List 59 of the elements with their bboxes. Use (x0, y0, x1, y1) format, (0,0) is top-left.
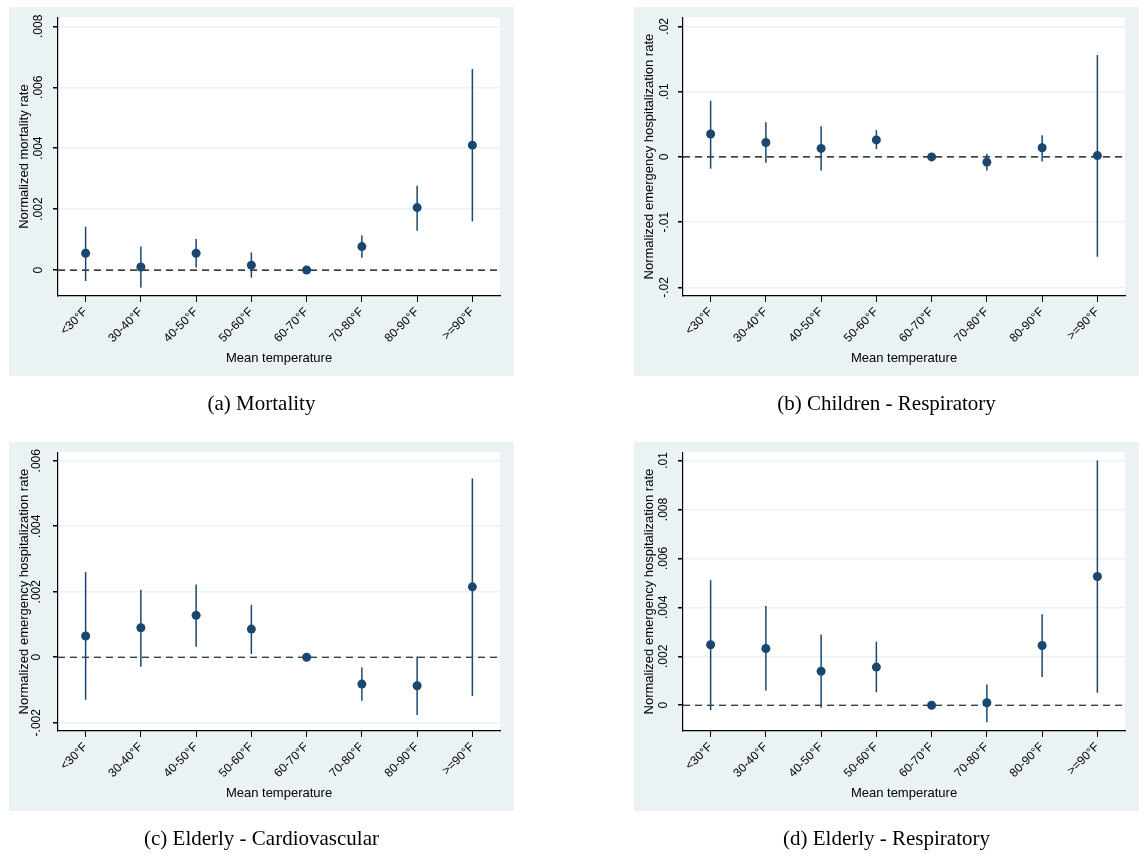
point (191, 610, 201, 620)
point (927, 700, 937, 710)
text: (b) Children - Respiratory (776, 391, 997, 416)
point (1092, 151, 1102, 161)
point (357, 242, 367, 252)
y-axis-title: Normalized emergency hospitalization rate (641, 468, 657, 715)
y-tick-label: 0 (656, 153, 671, 161)
text: (c) Elderly - Cardiovascular (143, 826, 380, 851)
x-axis-title: Mean temperature (850, 349, 958, 365)
point (246, 260, 256, 270)
y-axis-title: Normalized emergency hospitalization rate (641, 33, 657, 280)
text: (a) Mortality (206, 391, 317, 416)
x-axis-title: Mean temperature (225, 349, 333, 365)
y-tick-label: .008 (655, 497, 670, 522)
y-tick-label: .008 (30, 14, 45, 39)
y-tick-label: .01 (655, 451, 670, 469)
point (467, 140, 477, 150)
point (816, 666, 826, 676)
point (982, 698, 992, 708)
y-tick-label: .02 (656, 17, 671, 35)
y-tick-label: .006 (655, 546, 670, 571)
y-tick-label: .004 (655, 595, 670, 620)
y-tick-label: -.01 (656, 211, 671, 233)
point (136, 623, 146, 633)
point (871, 662, 881, 672)
y-tick-label: .01 (656, 82, 671, 100)
point (136, 262, 146, 272)
point (191, 248, 201, 258)
text: (d) Elderly - Respiratory (782, 826, 991, 851)
y-tick-label: .006 (30, 75, 45, 99)
y-tick-label: -.02 (656, 276, 671, 298)
point (81, 631, 91, 641)
point (357, 679, 367, 689)
y-tick-label: .002 (655, 644, 670, 668)
point (1092, 572, 1102, 582)
point (412, 203, 422, 213)
point (302, 652, 312, 662)
point (412, 681, 422, 691)
point (1037, 143, 1047, 153)
point (927, 152, 937, 162)
point (871, 135, 881, 145)
point (706, 129, 716, 139)
point (761, 643, 771, 653)
y-tick-label: 0 (30, 266, 45, 274)
y-axis-title: Normalized mortality rate (16, 84, 32, 229)
x-axis-title: Mean temperature (225, 784, 333, 800)
point (1037, 641, 1047, 651)
point (81, 248, 91, 258)
point (982, 157, 992, 167)
point (467, 582, 477, 592)
x-axis-title: Mean temperature (850, 784, 958, 800)
y-tick-label: 0 (655, 701, 670, 709)
point (302, 265, 312, 275)
point (246, 624, 256, 634)
y-tick-label: .002 (30, 197, 45, 221)
y-tick-label: .004 (30, 136, 45, 160)
point (816, 143, 826, 153)
point (761, 138, 771, 148)
point (706, 640, 716, 650)
